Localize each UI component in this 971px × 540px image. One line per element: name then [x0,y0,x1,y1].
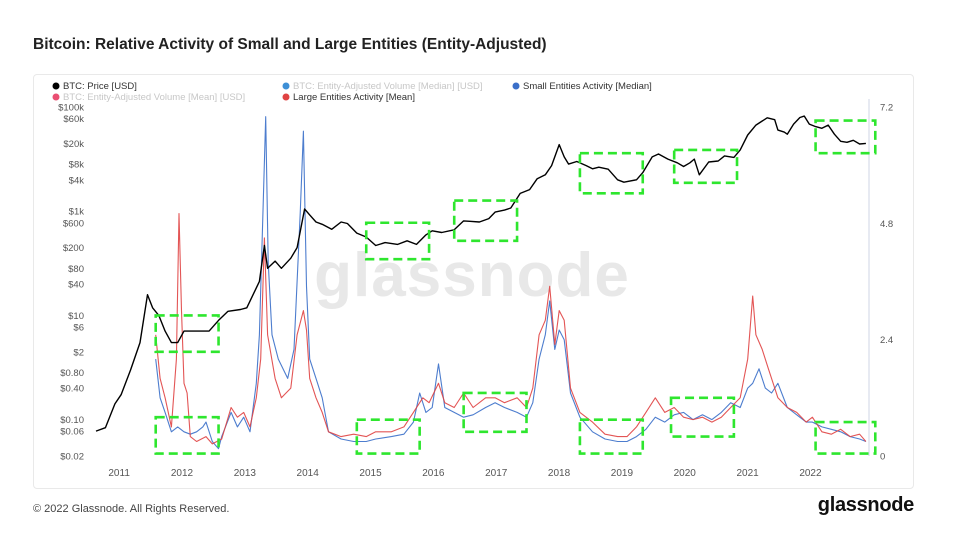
x-tick-label: 2020 [674,468,697,479]
x-tick-label: 2011 [108,468,130,479]
legend-label: BTC: Entity-Adjusted Volume [Mean] [USD] [63,92,245,103]
y-left-tick-label: $6 [73,322,84,333]
y-left-tick-label: $8k [69,160,85,171]
highlight-box [578,151,645,195]
legend-marker [512,82,520,90]
highlight-box [672,148,739,185]
y-left-tick-label: $4k [69,175,85,186]
series-layer [95,115,867,450]
highlight-box [355,418,421,455]
x-tick-label: 2016 [422,468,445,479]
y-left-tick-label: $80 [68,264,84,275]
x-tick-label: 2019 [611,468,634,479]
x-tick-label: 2022 [799,468,822,479]
highlight-box [669,396,736,438]
highlight-box [154,314,220,354]
small-entities-activity-median-line [155,116,867,450]
y-left-tick-label: $1k [69,207,85,218]
highlight-box [814,420,877,455]
highlight-box [814,119,877,155]
x-tick-label: 2017 [485,468,508,479]
y-right-tick-label: 4.8 [880,219,893,230]
y-right-tick-label: 2.4 [880,335,893,346]
highlight-box [154,415,220,455]
highlight-box [364,221,431,261]
legend-label: Small Entities Activity [Median] [523,81,652,92]
x-tick-label: 2018 [548,468,571,479]
y-left-tick-label: $100k [58,103,84,114]
y-left-tick-label: $0.06 [60,427,84,438]
y-left-tick-label: $0.80 [60,368,84,379]
legend-label: BTC: Entity-Adjusted Volume [Median] [US… [293,81,483,92]
btc-price-usd-line [95,115,866,432]
copyright-text: © 2022 Glassnode. All Rights Reserved. [33,503,230,515]
y-left-tick-label: $200 [63,243,84,254]
y-left-tick-label: $20k [63,139,84,150]
x-tick-label: 2014 [297,468,320,479]
legend-label: Large Entities Activity [Mean] [293,92,415,103]
left-axis: $100k$60k$20k$8k$4k$1k$600$200$80$40$10$… [58,103,84,463]
y-right-tick-label: 0 [880,452,885,463]
legend-marker [52,93,60,101]
x-tick-label: 2013 [234,468,257,479]
y-left-tick-label: $0.40 [60,384,84,395]
y-left-tick-label: $0.02 [60,452,84,463]
highlight-box [578,418,645,455]
brand-logo: glassnode [817,494,915,516]
x-tick-label: 2012 [171,468,194,479]
x-tick-label: 2021 [736,468,759,479]
y-left-tick-label: $40 [68,280,84,291]
highlight-box [452,199,519,243]
y-left-tick-label: $0.10 [60,415,84,426]
legend-marker [282,82,290,90]
legend-marker [52,82,60,90]
y-left-tick-label: $10 [68,311,84,322]
right-axis: 7.2 4.8 2.4 0 [868,99,893,463]
highlight-boxes [154,119,877,455]
legend-label: BTC: Price [USD] [63,81,137,92]
legend-marker [282,93,290,101]
highlight-box [462,391,528,434]
y-left-tick-label: $600 [63,218,84,229]
y-left-tick-label: $60k [63,114,84,125]
y-left-tick-label: $2 [73,347,84,358]
chart-frame [33,74,914,489]
watermark: glassnode [314,241,630,310]
x-axis: 2011 2012 2013 2014 2015 2016 2017 2018 2019 2020… [108,468,822,479]
x-tick-label: 2015 [359,468,382,479]
legend: BTC: Price [USD] BTC: Entity-Adjusted Vol… [52,81,652,103]
large-entities-activity-mean-line [155,213,867,445]
y-right-tick-label: 7.2 [880,103,893,114]
chart-title: Bitcoin: Relative Activity of Small and … [33,36,547,53]
